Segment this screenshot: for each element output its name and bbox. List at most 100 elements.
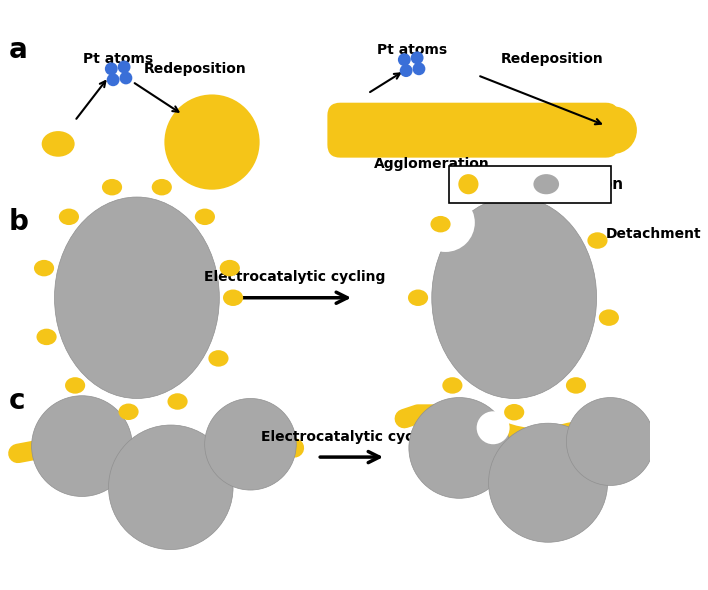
Text: Redeposition: Redeposition: [501, 52, 603, 66]
Circle shape: [336, 107, 354, 126]
Circle shape: [566, 398, 654, 486]
FancyBboxPatch shape: [449, 166, 611, 202]
Ellipse shape: [430, 216, 450, 232]
Ellipse shape: [168, 394, 188, 409]
Circle shape: [360, 107, 378, 126]
Circle shape: [491, 135, 508, 153]
Circle shape: [383, 135, 401, 153]
Circle shape: [586, 107, 604, 126]
Circle shape: [514, 107, 532, 126]
Circle shape: [416, 194, 475, 252]
Ellipse shape: [65, 377, 85, 394]
Circle shape: [400, 64, 413, 77]
Circle shape: [526, 135, 544, 153]
Text: Pt atoms: Pt atoms: [83, 53, 153, 66]
Circle shape: [489, 423, 607, 542]
Circle shape: [120, 71, 132, 84]
Circle shape: [407, 135, 426, 153]
Ellipse shape: [195, 209, 215, 225]
Circle shape: [360, 135, 378, 153]
Circle shape: [395, 135, 413, 153]
Circle shape: [491, 107, 508, 126]
Circle shape: [502, 107, 520, 126]
Text: Agglomeration: Agglomeration: [374, 158, 490, 171]
Circle shape: [455, 135, 473, 153]
Ellipse shape: [102, 179, 122, 195]
Ellipse shape: [504, 404, 524, 421]
FancyBboxPatch shape: [327, 103, 619, 158]
Circle shape: [573, 135, 592, 153]
Ellipse shape: [223, 290, 243, 306]
Circle shape: [589, 106, 637, 154]
Ellipse shape: [152, 179, 172, 195]
Circle shape: [409, 398, 510, 499]
Circle shape: [562, 107, 580, 126]
Ellipse shape: [479, 179, 499, 195]
Circle shape: [371, 135, 389, 153]
Circle shape: [467, 107, 485, 126]
Circle shape: [348, 135, 366, 153]
Ellipse shape: [59, 209, 79, 225]
Ellipse shape: [37, 329, 57, 345]
Circle shape: [455, 107, 473, 126]
Ellipse shape: [34, 260, 54, 276]
Ellipse shape: [599, 309, 619, 326]
Circle shape: [413, 63, 426, 76]
Circle shape: [550, 107, 569, 126]
Circle shape: [348, 107, 366, 126]
Circle shape: [538, 107, 556, 126]
Circle shape: [164, 94, 260, 190]
Ellipse shape: [442, 377, 462, 394]
Text: c: c: [8, 386, 25, 415]
Circle shape: [419, 107, 438, 126]
Circle shape: [442, 107, 461, 126]
Circle shape: [32, 396, 132, 496]
Text: Electrocatalytic cycling: Electrocatalytic cycling: [204, 270, 385, 284]
Ellipse shape: [533, 174, 559, 194]
Circle shape: [118, 61, 130, 73]
Circle shape: [479, 135, 497, 153]
Circle shape: [407, 107, 426, 126]
Circle shape: [458, 174, 479, 194]
Circle shape: [476, 411, 510, 444]
Text: Pt atoms: Pt atoms: [377, 43, 447, 57]
Circle shape: [573, 107, 592, 126]
Circle shape: [514, 135, 532, 153]
Ellipse shape: [208, 350, 229, 366]
Circle shape: [467, 135, 485, 153]
Ellipse shape: [408, 290, 428, 306]
Ellipse shape: [432, 197, 597, 398]
Circle shape: [502, 135, 520, 153]
Circle shape: [550, 135, 569, 153]
Circle shape: [419, 135, 438, 153]
Circle shape: [371, 107, 389, 126]
Ellipse shape: [537, 182, 557, 198]
Circle shape: [395, 107, 413, 126]
Ellipse shape: [219, 260, 240, 276]
Circle shape: [411, 51, 423, 64]
Text: Pt: Pt: [483, 176, 501, 192]
Circle shape: [205, 398, 296, 490]
Text: Redeposition: Redeposition: [143, 62, 246, 76]
Circle shape: [562, 135, 580, 153]
Circle shape: [442, 135, 461, 153]
Circle shape: [398, 53, 411, 66]
Circle shape: [105, 63, 118, 76]
Circle shape: [479, 107, 497, 126]
Text: a: a: [8, 36, 28, 64]
Text: b: b: [8, 208, 28, 236]
Circle shape: [526, 107, 544, 126]
Circle shape: [538, 135, 556, 153]
Circle shape: [336, 135, 354, 153]
Ellipse shape: [588, 232, 607, 249]
Ellipse shape: [42, 131, 74, 157]
Text: Carbon: Carbon: [562, 176, 623, 192]
Circle shape: [431, 135, 449, 153]
Ellipse shape: [118, 404, 139, 420]
Circle shape: [383, 107, 401, 126]
Circle shape: [586, 135, 604, 153]
Ellipse shape: [55, 197, 219, 398]
Circle shape: [107, 73, 120, 86]
Circle shape: [431, 107, 449, 126]
Text: Detachment: Detachment: [606, 227, 702, 241]
